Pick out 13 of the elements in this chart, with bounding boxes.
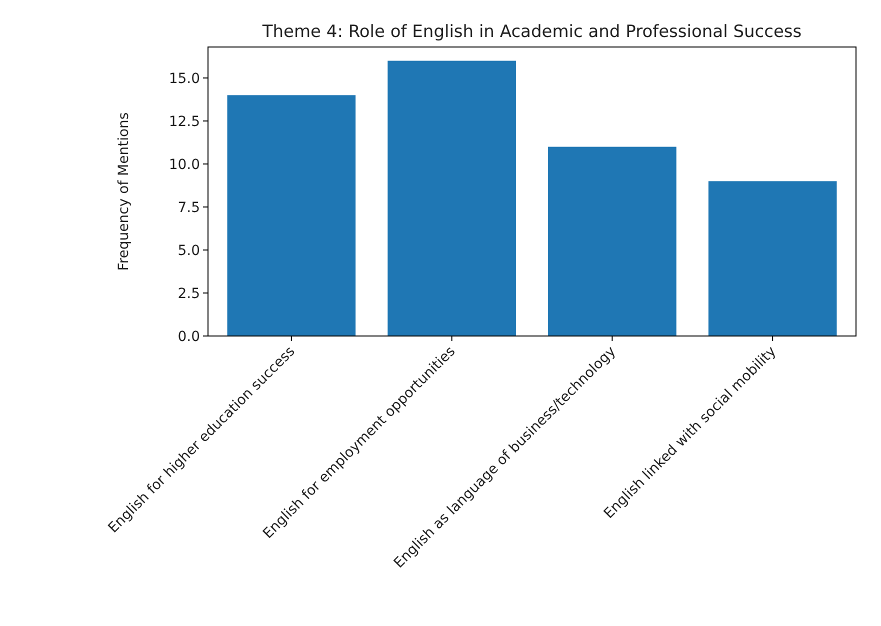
y-tick-label: 2.5	[178, 286, 200, 302]
bar	[227, 95, 356, 336]
y-tick-label: 7.5	[178, 200, 200, 216]
y-tick-label: 5.0	[178, 242, 200, 259]
y-axis-title: Frequency of Mentions	[116, 112, 132, 271]
y-tick-label: 15.0	[168, 70, 200, 87]
bar	[708, 181, 837, 336]
bar	[388, 60, 516, 336]
y-tick-label: 12.5	[168, 114, 200, 130]
bar	[548, 146, 676, 336]
chart-title: Theme 4: Role of English in Academic and Professional Success	[261, 22, 802, 42]
y-tick-label: 10.0	[168, 156, 200, 173]
y-tick-label: 0.0	[178, 328, 200, 345]
